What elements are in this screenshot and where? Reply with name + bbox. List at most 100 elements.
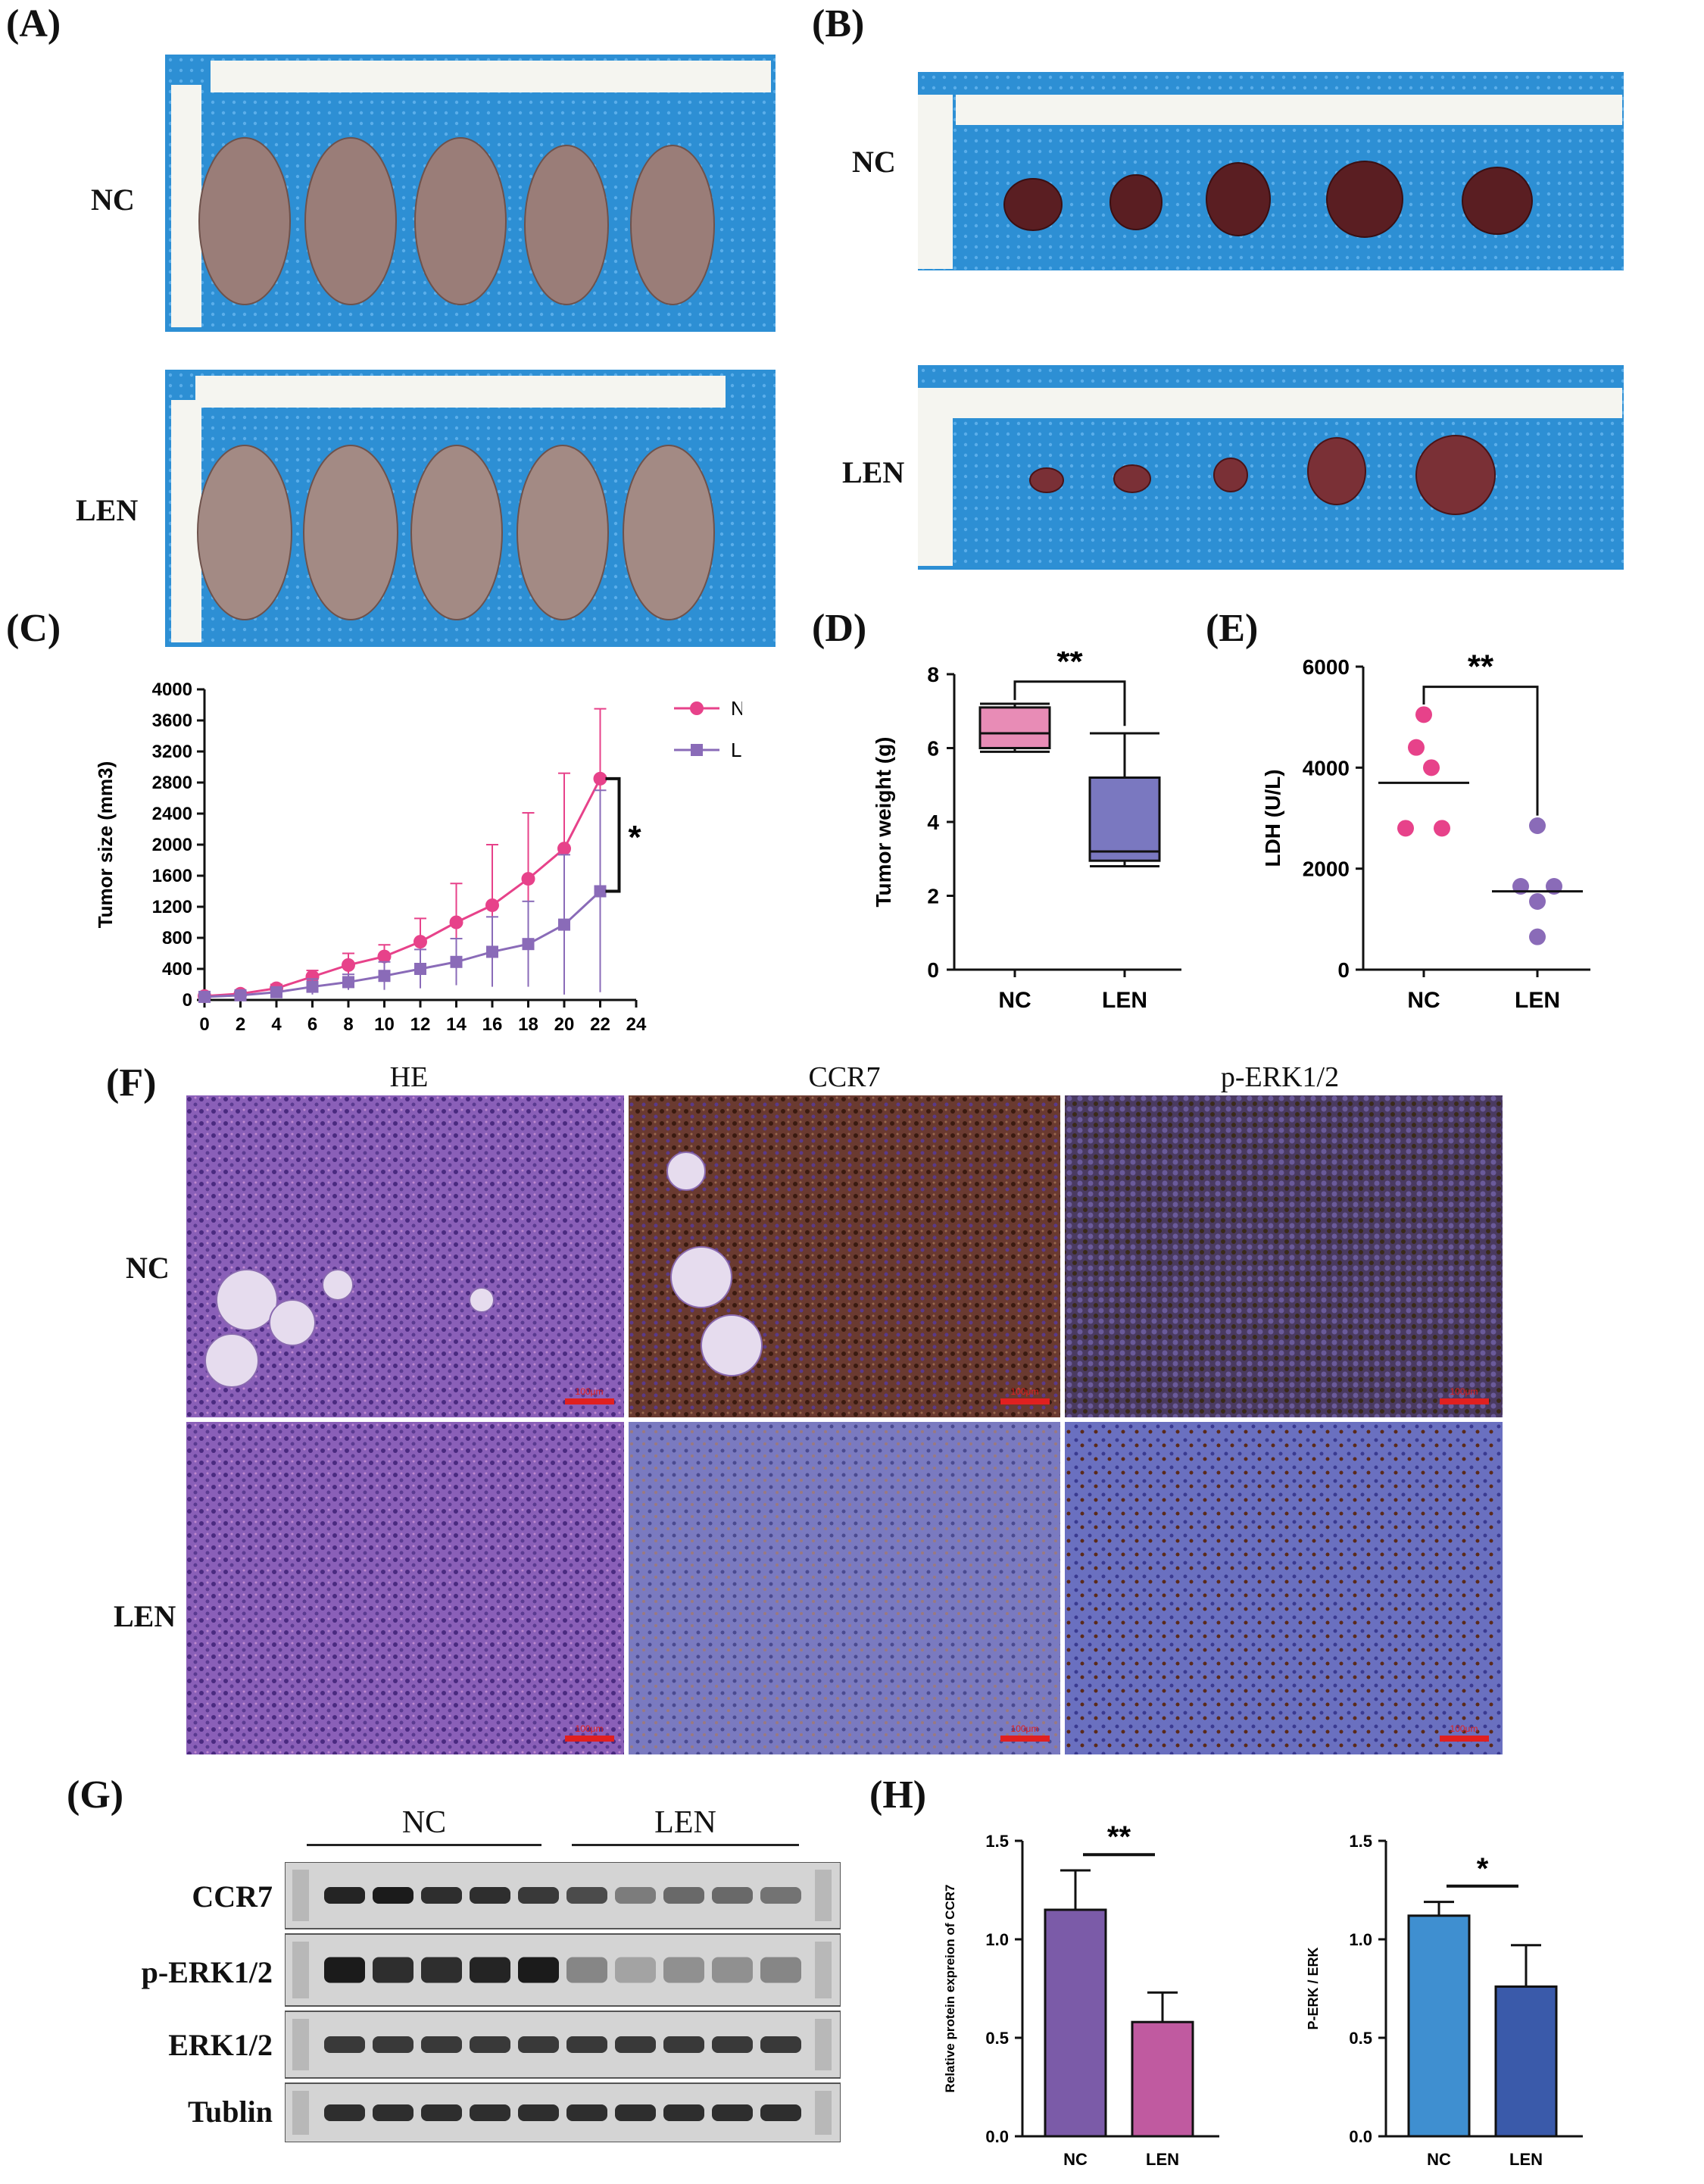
blot-group-nc-line <box>307 1844 541 1846</box>
legend-label-LEN: LEN <box>731 739 742 761</box>
ldh-chart: 0 2000 4000 6000 LDH (U/L) NC LEN ** <box>1261 651 1590 1013</box>
y-tick-label: 1.0 <box>1349 1930 1372 1949</box>
blot-band <box>470 2036 510 2053</box>
tumor-photo-nc <box>918 72 1624 270</box>
x-tick-label: 2 <box>236 1014 245 1035</box>
blot-ladder <box>292 1870 309 1921</box>
western-blot <box>285 1862 841 2142</box>
data-point-LEN <box>1529 893 1546 910</box>
data-point-LEN <box>306 980 319 993</box>
y-tick-label: 0.5 <box>1349 2029 1372 2048</box>
blot-band <box>760 2036 801 2053</box>
panel-f-row-label-nc: NC <box>126 1251 170 1285</box>
ruler <box>956 95 1622 125</box>
panel-b-row-label-nc: NC <box>852 145 896 179</box>
perk-bar-chart: 0.0 0.5 1.0 1.5 P-ERK / ERK NC LEN * <box>1306 1832 1583 2169</box>
data-point-LEN <box>342 976 354 989</box>
x-tick-label: NC <box>1427 2150 1451 2169</box>
blot-strip-0 <box>285 1862 841 1929</box>
histo-he-len <box>186 1422 624 1754</box>
tumor <box>1462 167 1533 235</box>
data-point-NC <box>305 970 320 984</box>
blot-band <box>373 1887 414 1904</box>
tumor-weight-chart: 0 2 4 6 8 Tumor weight (g) NC LEN ** <box>872 651 1181 1013</box>
y-tick-label: 0.5 <box>985 2029 1009 2048</box>
scale-bar-label: 100μm <box>1450 1386 1478 1397</box>
y-tick-label: 2800 <box>152 773 192 793</box>
mouse <box>524 145 609 305</box>
data-point-NC <box>1434 820 1450 837</box>
blot-ladder <box>292 1942 309 1998</box>
x-tick-label: 22 <box>590 1014 610 1035</box>
x-tick-label: 6 <box>307 1014 317 1035</box>
tumor <box>1307 437 1366 505</box>
blot-band <box>663 1887 704 1904</box>
tumor <box>1415 435 1496 515</box>
scale-bar-label: 100μm <box>576 1386 604 1397</box>
blot-band <box>324 1887 365 1904</box>
y-tick-label: 8 <box>927 663 939 686</box>
x-tick-label: LEN <box>1509 2150 1543 2169</box>
scale-bar <box>565 1736 614 1742</box>
blot-band <box>421 1957 462 1983</box>
data-point-LEN <box>1529 928 1546 945</box>
histo-ccr7-len <box>629 1422 1060 1754</box>
y-tick-label: 4 <box>927 811 939 834</box>
blot-band <box>712 2104 753 2121</box>
blot-band <box>760 2104 801 2121</box>
significance-label: * <box>1477 1852 1489 1886</box>
panel-a-row-label-nc: NC <box>91 183 135 217</box>
scale-bar <box>565 1398 614 1404</box>
blot-band <box>421 2104 462 2121</box>
blot-ladder <box>815 2091 832 2135</box>
x-tick-label: LEN <box>1146 2150 1179 2169</box>
tumor <box>1326 161 1403 238</box>
blot-band <box>518 2104 559 2121</box>
blot-ladder <box>815 1870 832 1921</box>
blot-band <box>518 2036 559 2053</box>
blot-group-nc: NC <box>401 1805 447 1840</box>
mouse <box>623 445 715 620</box>
ruler <box>941 388 1622 418</box>
scale-bar <box>1440 1398 1489 1404</box>
y-axis-label: Tumor weight (g) <box>872 737 895 908</box>
legend-marker-NC <box>690 701 704 715</box>
bar-NC <box>1044 1908 1107 2138</box>
blot-band <box>421 2036 462 2053</box>
histo-he-nc <box>186 1095 624 1417</box>
mouse <box>197 445 292 620</box>
blot-band <box>712 1957 753 1983</box>
y-tick-label: 0 <box>927 958 939 982</box>
x-tick-label: NC <box>998 988 1031 1013</box>
y-tick-label: 1.5 <box>985 1832 1009 1851</box>
blot-label-ccr7: CCR7 <box>192 1879 273 1914</box>
fat-cell <box>666 1151 706 1191</box>
tumor <box>1003 178 1063 231</box>
blot-band <box>324 2104 365 2121</box>
blot-ladder <box>292 2019 309 2070</box>
ruler-vertical <box>171 400 201 642</box>
y-tick-label: 4000 <box>152 680 192 700</box>
significance-label: ** <box>1056 651 1083 680</box>
blot-ladder <box>292 2091 309 2135</box>
data-point-NC <box>1415 706 1432 723</box>
x-tick-label: 20 <box>554 1014 575 1035</box>
x-tick-label: 16 <box>482 1014 503 1035</box>
bar-NC <box>1407 1914 1471 2138</box>
significance-bracket <box>1422 686 1539 816</box>
data-point-NC <box>521 872 535 886</box>
y-tick-label: 0 <box>1337 958 1350 982</box>
x-tick-label: 0 <box>199 1014 209 1035</box>
fat-cell <box>269 1299 316 1346</box>
data-point-NC <box>377 949 392 964</box>
panel-b-row-label-len: LEN <box>842 455 905 489</box>
blot-band <box>663 2104 704 2121</box>
blot-strip-1 <box>285 1933 841 2007</box>
blot-band <box>518 1957 559 1983</box>
y-tick-label: 1600 <box>152 866 192 886</box>
x-tick-label: 18 <box>518 1014 538 1035</box>
tumor <box>1113 464 1151 493</box>
data-point-NC <box>1423 759 1440 776</box>
mouse <box>517 445 609 620</box>
x-tick-label: 14 <box>446 1014 467 1035</box>
